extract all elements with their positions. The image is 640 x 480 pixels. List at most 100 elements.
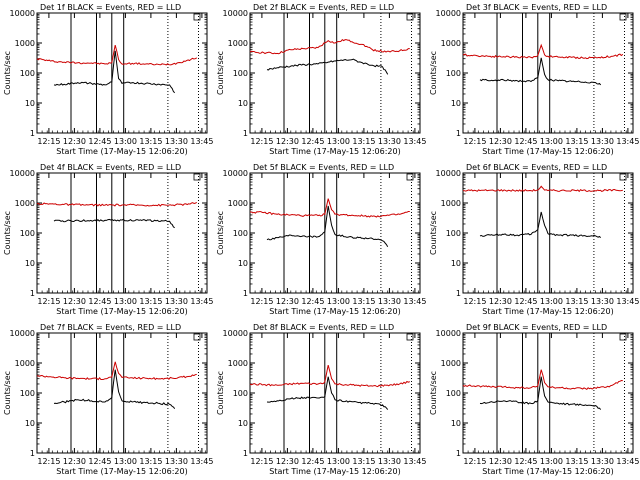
legend-box: [193, 333, 201, 341]
y-tick-label: 100: [233, 389, 248, 398]
y-tick-label: 1: [30, 289, 35, 298]
series-lld-line: [250, 198, 410, 218]
y-tick-label: 10: [238, 419, 248, 428]
y-tick-label: 1: [30, 449, 35, 458]
x-tick-label: 13:30: [591, 137, 614, 146]
y-axis-label: Counts/sec: [3, 211, 12, 255]
y-tick-label: 10: [25, 419, 35, 428]
series-events-line: [479, 211, 602, 238]
x-tick-label: 12:45: [88, 297, 111, 306]
x-axis-label: Start Time (17-May-15 12:06:20): [269, 147, 400, 156]
series-events-line: [266, 58, 389, 75]
x-tick-label: 12:30: [276, 297, 299, 306]
x-tick-label: 13:00: [114, 297, 137, 306]
series-events-line: [266, 205, 389, 247]
x-tick-label: 13:00: [327, 297, 350, 306]
x-tick-label: 13:15: [352, 137, 375, 146]
x-axis-label: Start Time (17-May-15 12:06:20): [56, 307, 187, 316]
x-tick-label: 12:45: [88, 137, 111, 146]
y-axis-label: Counts/sec: [216, 211, 225, 255]
y-tick-label: 1: [456, 449, 461, 458]
x-tick-label: 12:15: [250, 297, 273, 306]
y-tick-label: 1: [456, 289, 461, 298]
x-tick-label: 13:00: [540, 297, 563, 306]
plot-frame: [249, 172, 421, 294]
x-tick-label: 13:30: [591, 457, 614, 466]
series-events-line: [479, 57, 602, 86]
y-tick-label: 1000: [228, 359, 248, 368]
x-tick-label: 13:45: [403, 297, 426, 306]
x-tick-label: 12:30: [63, 297, 86, 306]
y-axis-label: Counts/sec: [429, 371, 438, 415]
x-axis-label: Start Time (17-May-15 12:06:20): [269, 307, 400, 316]
y-axis-label: Counts/sec: [429, 51, 438, 95]
x-tick-label: 13:15: [352, 297, 375, 306]
chart-panel-6: Det 6f BLACK = Events, RED = LLD 1 10 100 10…: [429, 163, 639, 316]
series-events-line: [53, 50, 176, 94]
chart-title: Det 7f BLACK = Events, RED = LLD: [40, 323, 181, 332]
y-tick-label: 10000: [436, 169, 461, 178]
series-lld-line: [249, 39, 410, 55]
plot-frame: [249, 332, 421, 454]
x-tick-label: 12:30: [489, 297, 512, 306]
x-axis-label: Start Time (17-May-15 12:06:20): [56, 467, 187, 476]
y-tick-label: 100: [446, 389, 461, 398]
x-axis-label: Start Time (17-May-15 12:06:20): [56, 147, 187, 156]
x-tick-label: 12:45: [301, 297, 324, 306]
x-tick-label: 13:00: [114, 137, 137, 146]
y-tick-label: 10000: [436, 329, 461, 338]
x-tick-label: 13:45: [403, 457, 426, 466]
series-events-line: [479, 376, 602, 410]
x-tick-label: 13:45: [190, 297, 213, 306]
x-tick-label: 12:15: [463, 457, 486, 466]
y-tick-label: 1000: [15, 39, 35, 48]
y-tick-label: 1: [243, 449, 248, 458]
chart-panel-2: Det 2f BLACK = Events, RED = LLD 1 10 100 10…: [216, 3, 426, 156]
x-tick-label: 12:30: [489, 457, 512, 466]
y-tick-label: 1: [243, 129, 248, 138]
x-tick-label: 13:15: [139, 137, 162, 146]
y-tick-label: 10000: [10, 169, 35, 178]
y-tick-label: 1000: [441, 199, 461, 208]
plot-frame: [462, 12, 634, 134]
series-lld-line: [36, 361, 197, 381]
y-axis-label: Counts/sec: [429, 211, 438, 255]
legend-box: [619, 173, 627, 181]
legend-box: [406, 13, 414, 21]
x-tick-label: 12:45: [514, 137, 537, 146]
y-tick-label: 10: [25, 99, 35, 108]
y-axis-label: Counts/sec: [3, 371, 12, 415]
x-tick-label: 13:30: [378, 457, 401, 466]
x-tick-label: 13:30: [165, 457, 188, 466]
chart-panel-7: Det 7f BLACK = Events, RED = LLD 1 10 100 10…: [3, 323, 213, 476]
x-tick-label: 13:45: [616, 457, 639, 466]
x-tick-label: 13:15: [352, 457, 375, 466]
x-tick-label: 12:15: [37, 297, 60, 306]
x-tick-label: 13:45: [616, 137, 639, 146]
y-tick-label: 100: [20, 229, 35, 238]
x-tick-label: 12:45: [301, 457, 324, 466]
x-tick-label: 12:45: [88, 457, 111, 466]
chart-panel-3: Det 3f BLACK = Events, RED = LLD 1 10 100 10…: [429, 3, 639, 156]
chart-title: Det 4f BLACK = Events, RED = LLD: [40, 163, 181, 172]
y-tick-label: 10000: [436, 9, 461, 18]
series-lld-line: [462, 369, 623, 391]
y-tick-label: 10000: [10, 329, 35, 338]
x-tick-label: 12:15: [37, 137, 60, 146]
x-tick-label: 13:30: [165, 137, 188, 146]
series-lld-line: [36, 44, 198, 66]
y-tick-label: 10000: [223, 9, 248, 18]
plot-frame: [36, 332, 208, 454]
y-tick-label: 1000: [441, 39, 461, 48]
x-tick-label: 13:45: [190, 137, 213, 146]
series-events-line: [53, 369, 176, 410]
series-events-line: [53, 218, 175, 229]
chart-title: Det 2f BLACK = Events, RED = LLD: [253, 3, 394, 12]
plot-frame: [36, 12, 208, 134]
x-tick-label: 12:15: [250, 137, 273, 146]
x-axis-label: Start Time (17-May-15 12:06:20): [482, 307, 613, 316]
y-axis-label: Counts/sec: [216, 51, 225, 95]
x-tick-label: 13:00: [327, 137, 350, 146]
x-tick-label: 12:15: [250, 457, 273, 466]
plot-frame: [462, 332, 634, 454]
